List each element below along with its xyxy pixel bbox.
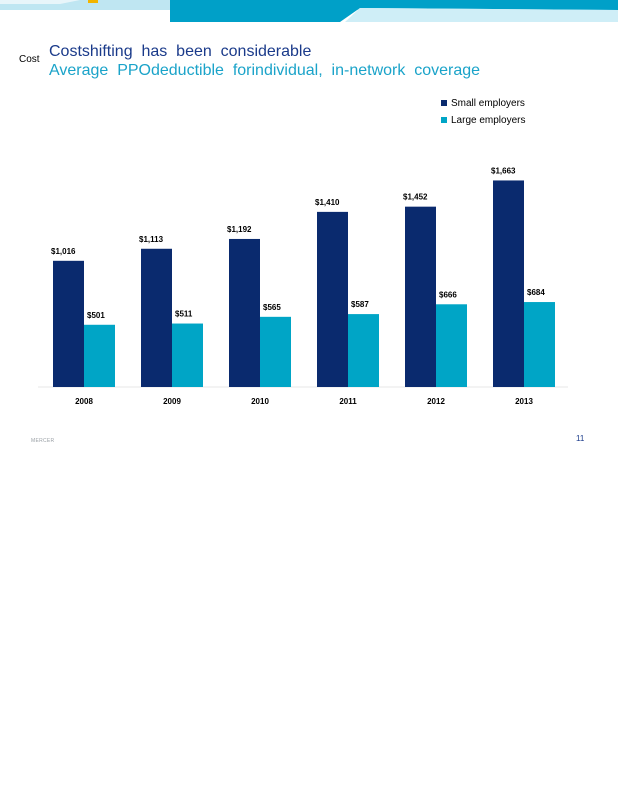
slide-subtitle: Average PPOdeductible forindividual, in-…	[49, 62, 481, 79]
banner-accent	[88, 0, 98, 3]
slide-title: Costshifting has been considerable	[49, 43, 312, 60]
banner-fade	[0, 0, 80, 4]
data-label-small-2010: $1,192	[227, 225, 252, 234]
legend-swatch-large-employers	[441, 117, 447, 123]
data-label-large-2011: $587	[351, 300, 369, 309]
data-label-large-2012: $666	[439, 290, 457, 299]
bar-large-employers-2013	[524, 302, 555, 387]
bar-small-employers-2009	[141, 248, 172, 387]
data-label-small-2008: $1,016	[51, 247, 76, 256]
header-banner	[0, 0, 618, 22]
banner-light-wave	[345, 8, 618, 22]
legend-label-small-employers: Small employers	[451, 98, 525, 109]
page-number: 11	[576, 434, 585, 443]
data-label-small-2012: $1,452	[403, 193, 428, 202]
section-label: Cost	[19, 54, 40, 65]
bar-small-employers-2012	[405, 206, 436, 387]
bar-small-employers-2013	[493, 180, 524, 387]
x-tick-label-2013: 2013	[515, 397, 533, 406]
x-tick-label-2011: 2011	[339, 397, 357, 406]
data-label-large-2013: $684	[527, 288, 545, 297]
deductible-bar-chart: $1,016 $501 2008 $1,113 $511 2009 $1,192 $565 20…	[38, 98, 568, 406]
legend-swatch-small-employers	[441, 100, 447, 106]
banner-dark-band	[170, 0, 618, 22]
data-label-small-2011: $1,410	[315, 198, 340, 207]
data-label-large-2010: $565	[263, 303, 281, 312]
x-tick-label-2010: 2010	[251, 397, 269, 406]
x-tick-label-2012: 2012	[427, 397, 445, 406]
bar-large-employers-2010	[260, 316, 291, 387]
footer-brand: MERCER	[31, 438, 55, 444]
bar-small-employers-2010	[229, 238, 260, 387]
data-label-small-2013: $1,663	[491, 166, 516, 175]
bar-small-employers-2008	[53, 260, 84, 387]
bar-large-employers-2008	[84, 324, 115, 387]
bar-large-employers-2009	[172, 323, 203, 387]
x-tick-label-2009: 2009	[163, 397, 181, 406]
bar-small-employers-2011	[317, 211, 348, 387]
legend-label-large-employers: Large employers	[451, 115, 525, 126]
bar-large-employers-2011	[348, 314, 379, 387]
data-label-large-2008: $501	[87, 311, 105, 320]
bar-large-employers-2012	[436, 304, 467, 387]
x-tick-label-2008: 2008	[75, 397, 93, 406]
data-label-large-2009: $511	[175, 310, 193, 319]
data-label-small-2009: $1,113	[139, 235, 164, 244]
